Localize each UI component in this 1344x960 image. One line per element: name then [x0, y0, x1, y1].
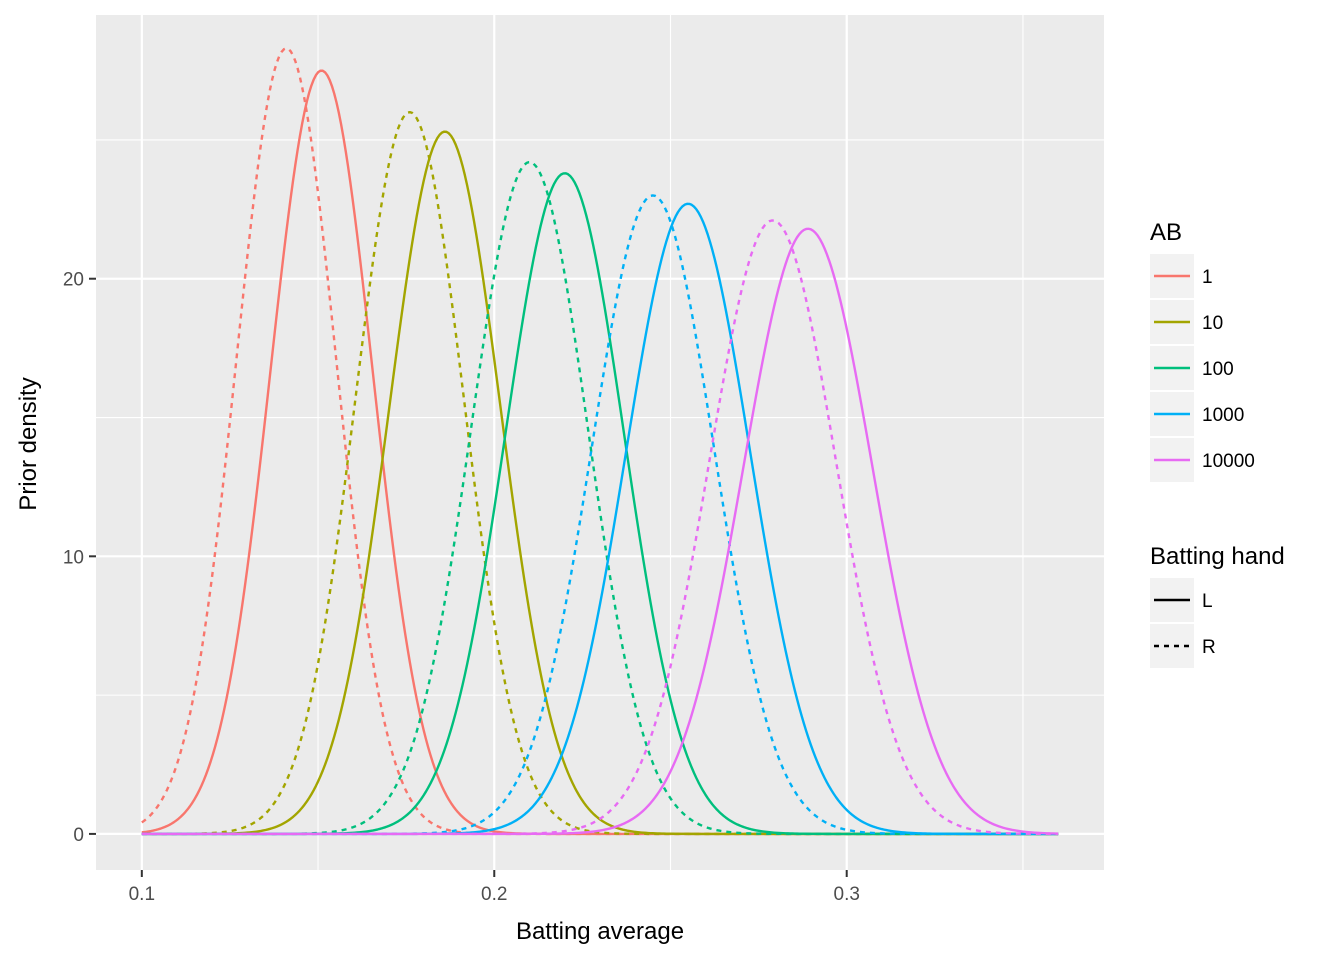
x-axis-title: Batting average [516, 918, 684, 945]
axis-ticks [89, 277, 848, 877]
series-line-ab-10000-r [141, 219, 1059, 836]
x-axis-tick-label: 0.1 [129, 884, 155, 905]
legend-batting-hand: Batting hand L R [1150, 543, 1285, 668]
x-axis-tick-label: 0.2 [481, 884, 507, 905]
legend-hand-label: R [1202, 637, 1216, 658]
legend-ab-label: 100 [1202, 359, 1234, 380]
legend-ab-label: 1000 [1202, 405, 1244, 426]
x-axis-tick-label: 0.3 [834, 884, 860, 905]
legend-ab-title: AB [1150, 219, 1182, 246]
legend-ab-label: 1 [1202, 267, 1213, 288]
grid-minor [96, 15, 1104, 870]
y-axis-tick-label: 10 [63, 547, 84, 568]
y-axis-title: Prior density [15, 377, 42, 510]
series-lines [141, 47, 1059, 836]
legend-ab-label: 10000 [1202, 451, 1255, 472]
legend-batting-hand-title: Batting hand [1150, 543, 1285, 570]
series-line-ab-1-r [141, 47, 1059, 836]
legend-ab: AB 1 10 100 1000 10000 [1150, 219, 1255, 482]
y-axis-tick-label: 0 [73, 825, 84, 846]
y-axis-tick-label: 20 [63, 270, 84, 291]
plot-panel [96, 15, 1104, 870]
legend-ab-label: 10 [1202, 313, 1223, 334]
legend-hand-label: L [1202, 591, 1213, 612]
x-axis-tick-labels: 0.1 0.2 0.3 [129, 884, 860, 905]
y-axis-tick-labels: 0 10 20 [63, 270, 84, 846]
